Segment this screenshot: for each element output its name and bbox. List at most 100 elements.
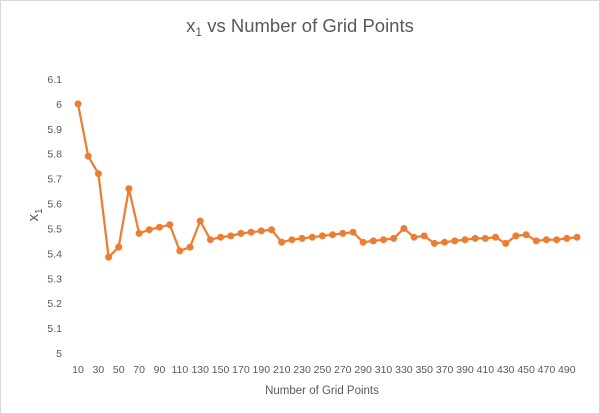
data-point[interactable] — [115, 243, 123, 251]
x-tick-label: 170 — [232, 364, 250, 376]
data-point[interactable] — [308, 233, 316, 241]
chart-title-rest: vs Number of Grid Points — [202, 15, 414, 36]
data-point[interactable] — [206, 236, 214, 244]
data-point[interactable] — [532, 237, 540, 245]
y-tick-label: 5.4 — [47, 248, 62, 260]
data-point[interactable] — [349, 228, 357, 236]
data-point[interactable] — [563, 234, 571, 242]
x-tick-label: 450 — [517, 364, 535, 376]
y-axis: 5 5.1 5.2 5.3 5.4 5.5 5.6 5.7 5.8 5.9 6 6.1 — [47, 74, 62, 360]
data-point[interactable] — [420, 232, 428, 240]
x-tick-label: 10 — [72, 364, 84, 376]
y-tick-label: 5.3 — [47, 273, 62, 285]
data-point[interactable] — [430, 239, 438, 247]
x-tick-label: 70 — [133, 364, 145, 376]
x-tick-label: 290 — [354, 364, 372, 376]
data-point[interactable] — [553, 236, 561, 244]
data-point[interactable] — [512, 232, 520, 240]
data-point[interactable] — [329, 231, 337, 239]
data-point[interactable] — [502, 239, 510, 247]
data-point[interactable] — [278, 238, 286, 246]
x-axis-label: Number of Grid Points — [265, 385, 379, 397]
x-tick-label: 30 — [93, 364, 105, 376]
data-point[interactable] — [339, 229, 347, 237]
data-point[interactable] — [451, 237, 459, 245]
data-point[interactable] — [400, 225, 408, 232]
y-axis-label-main: x — [25, 214, 42, 222]
y-tick-label: 5.8 — [47, 149, 62, 161]
x-tick-label: 390 — [456, 364, 474, 376]
data-point[interactable] — [135, 229, 143, 237]
x-tick-label: 430 — [497, 364, 515, 376]
data-point[interactable] — [461, 236, 469, 244]
data-point[interactable] — [196, 217, 204, 225]
y-axis-label: x1 — [25, 208, 45, 222]
x-tick-label: 270 — [334, 364, 352, 376]
x-tick-label: 190 — [253, 364, 271, 376]
data-point[interactable] — [573, 233, 581, 241]
chart-title: x1 vs Number of Grid Points — [186, 15, 414, 39]
y-tick-label: 5.1 — [47, 323, 62, 335]
x-tick-label: 230 — [293, 364, 311, 376]
x-axis: 10 30 50 70 90 110 130 150 170 190 210 230 250 270 290… — [72, 364, 576, 376]
y-tick-label: 5.2 — [47, 298, 62, 310]
data-point[interactable] — [542, 236, 550, 244]
data-point[interactable] — [237, 229, 245, 237]
x-tick-label: 350 — [415, 364, 433, 376]
x-tick-label: 250 — [314, 364, 332, 376]
data-point[interactable] — [522, 231, 530, 239]
data-point[interactable] — [125, 185, 133, 193]
data-point[interactable] — [359, 238, 367, 246]
x-tick-label: 370 — [436, 364, 454, 376]
y-tick-label: 5.6 — [47, 199, 62, 211]
x-tick-label: 210 — [273, 364, 291, 376]
y-tick-label: 6.1 — [47, 74, 62, 86]
data-point[interactable] — [410, 233, 418, 241]
x-tick-label: 150 — [212, 364, 230, 376]
x-tick-label: 130 — [191, 364, 209, 376]
x-tick-label: 490 — [558, 364, 576, 376]
data-point[interactable] — [390, 234, 398, 242]
y-tick-label: 5 — [56, 348, 62, 360]
data-point[interactable] — [492, 233, 499, 241]
series-line — [76, 102, 579, 259]
data-point[interactable] — [471, 234, 479, 242]
data-point[interactable] — [156, 223, 163, 231]
chart-title-main: x — [186, 15, 196, 36]
data-point[interactable] — [94, 170, 102, 178]
x-tick-label: 50 — [113, 364, 125, 376]
data-point[interactable] — [268, 226, 275, 234]
y-tick-label: 5.7 — [47, 174, 62, 186]
data-point[interactable] — [176, 247, 184, 255]
data-point[interactable] — [298, 234, 306, 242]
data-point[interactable] — [369, 237, 377, 245]
data-point[interactable] — [145, 226, 153, 234]
x-tick-label: 110 — [171, 364, 188, 376]
x-tick-label: 310 — [375, 364, 393, 376]
data-point[interactable] — [217, 233, 225, 241]
data-point[interactable] — [74, 100, 82, 108]
data-point[interactable] — [186, 243, 194, 251]
data-point[interactable] — [166, 221, 174, 229]
data-point[interactable] — [257, 227, 265, 235]
data-point[interactable] — [247, 228, 255, 236]
x-tick-label: 90 — [154, 364, 166, 376]
data-point[interactable] — [441, 238, 449, 246]
y-tick-label: 5.9 — [47, 124, 62, 136]
data-point[interactable] — [481, 234, 489, 242]
y-tick-label: 5.5 — [47, 223, 62, 235]
data-point[interactable] — [288, 236, 296, 244]
x-tick-label: 330 — [395, 364, 413, 376]
plot-area — [74, 100, 581, 261]
x-tick-label: 470 — [538, 364, 556, 376]
y-axis-label-subscript: 1 — [34, 208, 45, 214]
data-point[interactable] — [105, 253, 113, 261]
data-point[interactable] — [380, 236, 387, 244]
x-tick-label: 410 — [477, 364, 495, 376]
y-tick-label: 6 — [56, 99, 62, 111]
data-point[interactable] — [227, 232, 235, 240]
data-point[interactable] — [84, 152, 92, 160]
data-point[interactable] — [318, 232, 326, 240]
